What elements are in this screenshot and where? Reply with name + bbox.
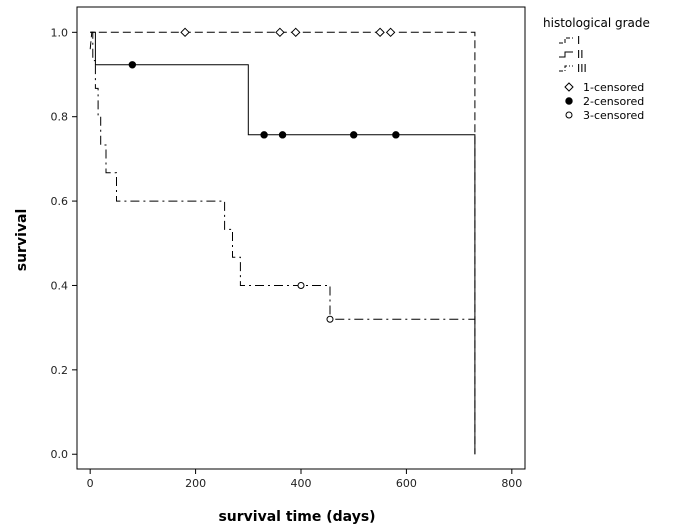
censor-marker-grade-I [375, 27, 385, 38]
legend-line-symbol-II [559, 51, 573, 58]
y-tick-label: 0.4 [51, 279, 69, 292]
survival-curves [89, 31, 476, 455]
censor-marker-grade-II [128, 61, 137, 69]
legend-label-2-censored: 2-censored [583, 95, 644, 108]
legend-label-II: II [577, 48, 584, 61]
y-axis-title: survival [14, 209, 30, 272]
legend-marker-2-censored [565, 97, 573, 105]
y-tick-label: 0.6 [51, 195, 69, 208]
censor-marker-grade-II [260, 131, 268, 139]
legend-label-3-censored: 3-censored [583, 109, 644, 122]
legend-line-symbol-I [559, 37, 573, 44]
censor-marker-grade-II [392, 131, 400, 139]
legend-label-III: III [577, 62, 587, 75]
censor-marker-grade-I [385, 27, 396, 38]
legend-label-I: I [577, 34, 580, 47]
legend-title: histological grade [543, 16, 650, 30]
x-axis: 0 200 400 600 800 [87, 469, 522, 490]
survival-line-grade-II [90, 31, 476, 455]
censor-marker-grade-I [291, 27, 301, 38]
censor-marker-grade-I [275, 27, 285, 38]
x-tick-label: 600 [396, 477, 417, 490]
legend-marker-1-censored [564, 82, 574, 92]
plot-frame [76, 6, 526, 470]
y-tick-label: 1.0 [51, 26, 69, 39]
legend-line-symbol-III [559, 65, 573, 72]
y-axis: 0.0 0.2 0.4 0.6 0.8 1.0 [51, 26, 77, 461]
censor-marker-grade-III [297, 281, 305, 289]
y-tick-label: 0.2 [51, 364, 69, 377]
y-tick-label: 0.0 [51, 448, 69, 461]
x-tick-label: 200 [185, 477, 206, 490]
y-tick-label: 0.8 [51, 111, 69, 124]
x-tick-label: 0 [87, 477, 94, 490]
censor-markers [128, 27, 400, 323]
censor-marker-grade-II [278, 131, 287, 139]
legend-marker-3-censored [565, 111, 573, 119]
survival-line-grade-III [90, 31, 475, 320]
x-tick-label: 800 [501, 477, 522, 490]
censor-marker-grade-I [180, 27, 190, 38]
legend-label-1-censored: 1-censored [583, 81, 644, 94]
legend: histological grade IIIIII1-censored2-cen… [543, 16, 650, 122]
survival-line-grade-I [89, 31, 476, 455]
censor-marker-grade-II [350, 131, 358, 139]
censor-marker-grade-III [326, 315, 334, 323]
x-axis-title: survival time (days) [218, 509, 375, 525]
x-tick-label: 400 [291, 477, 312, 490]
